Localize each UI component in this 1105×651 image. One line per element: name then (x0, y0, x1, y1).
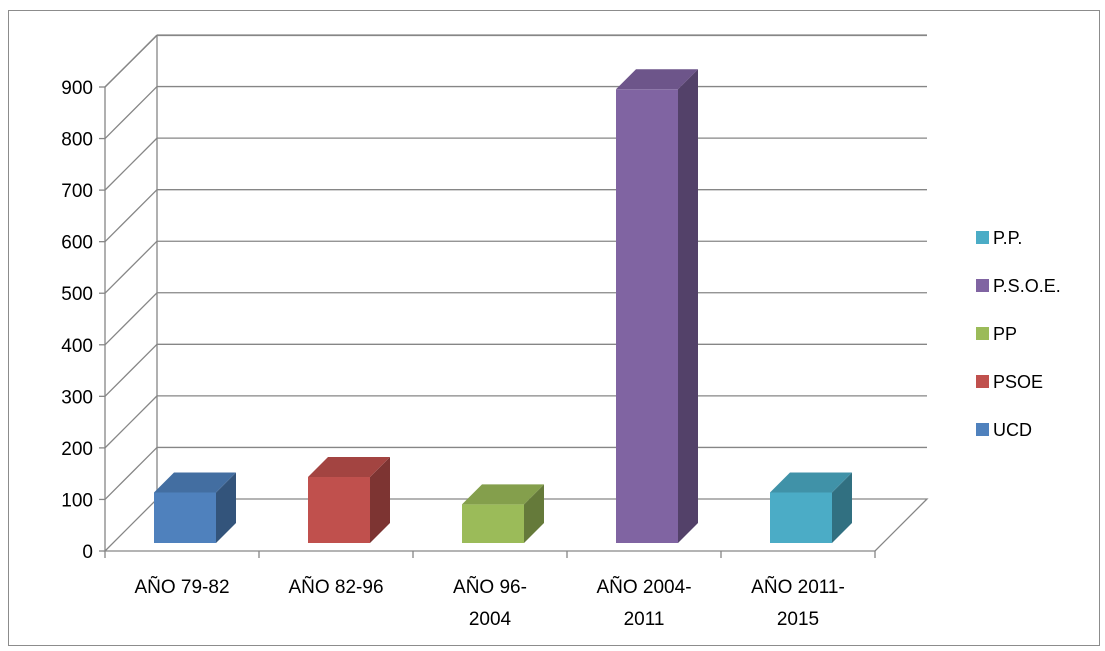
legend-item: PP (976, 324, 1017, 344)
legend-swatch (976, 327, 989, 340)
bar-front (308, 477, 370, 543)
bar-top (462, 484, 544, 505)
gridline-side (104, 86, 158, 140)
gridline-side (104, 34, 158, 88)
bar-pp (462, 484, 544, 543)
y-tick-label: 200 (61, 439, 93, 460)
x-category-label: AÑO 2011- (751, 576, 845, 598)
bar-p-s-o-e- (616, 69, 698, 544)
legend-label: UCD (993, 420, 1032, 440)
y-tick-label: 300 (61, 387, 93, 408)
bar-psoe (308, 457, 390, 543)
bar-side (832, 472, 852, 543)
bar-side (678, 69, 698, 544)
y-axis-ticks: 0 100 200 300 400 500 600 700 800 900 (61, 78, 93, 563)
legend-label: PSOE (993, 372, 1043, 392)
y-tick-label: 900 (61, 78, 93, 99)
bar-top (770, 472, 852, 493)
legend-swatch (976, 231, 989, 244)
y-tick-label: 0 (82, 542, 93, 563)
chart-walls (103, 35, 929, 552)
legend-swatch (976, 375, 989, 388)
gridline-side (104, 292, 158, 346)
bar-top (154, 472, 236, 493)
legend-label: P.S.O.E. (993, 276, 1061, 296)
bar-front (154, 492, 216, 543)
x-category-label: 2011 (624, 609, 665, 630)
bar-p-p- (770, 472, 852, 543)
chart-bars (154, 69, 852, 544)
bar-front (462, 504, 524, 543)
bar-front (770, 492, 832, 543)
x-category-label: AÑO 2004- (596, 576, 691, 598)
y-tick-label: 700 (61, 181, 93, 202)
bar-ucd (154, 472, 236, 543)
legend-item: UCD (976, 420, 1032, 440)
x-category-label: 2015 (777, 609, 819, 630)
bar-top (308, 457, 390, 478)
chart-floor (103, 498, 929, 552)
x-category-label: AÑO 79-82 (134, 576, 229, 598)
gridline-side (104, 446, 158, 500)
gridline-side (104, 343, 158, 397)
y-tick-label: 500 (61, 284, 93, 305)
legend-item: P.S.O.E. (976, 276, 1061, 296)
x-category-label: 2004 (469, 609, 512, 630)
gridline-side (104, 395, 158, 449)
y-tick-label: 600 (61, 233, 93, 254)
legend-label: PP (993, 324, 1017, 344)
legend: P.P. P.S.O.E. PP PSOE UCD (976, 228, 1061, 440)
bar-side (370, 457, 390, 543)
y-tick-label: 800 (61, 130, 93, 151)
legend-swatch (976, 279, 989, 292)
bar-front (616, 89, 678, 544)
y-tick-label: 400 (61, 336, 93, 357)
legend-item: PSOE (976, 372, 1043, 392)
y-tick-label: 100 (61, 490, 93, 511)
x-axis-labels: AÑO 79-82 AÑO 82-96 AÑO 96- 2004 AÑO 2004- 20… (134, 576, 844, 630)
gridline-side (104, 240, 158, 294)
x-category-label: AÑO 96- (453, 576, 527, 598)
gridline-side (104, 137, 158, 191)
bar-top (616, 69, 698, 90)
gridline-side (104, 189, 158, 243)
legend-swatch (976, 423, 989, 436)
bar-side (216, 472, 236, 543)
bar-side (524, 484, 544, 543)
legend-item: P.P. (976, 228, 1022, 248)
x-category-label: AÑO 82-96 (288, 576, 383, 598)
chart-gridlines (104, 34, 927, 500)
chart-axes (99, 86, 876, 558)
legend-label: P.P. (993, 228, 1022, 248)
